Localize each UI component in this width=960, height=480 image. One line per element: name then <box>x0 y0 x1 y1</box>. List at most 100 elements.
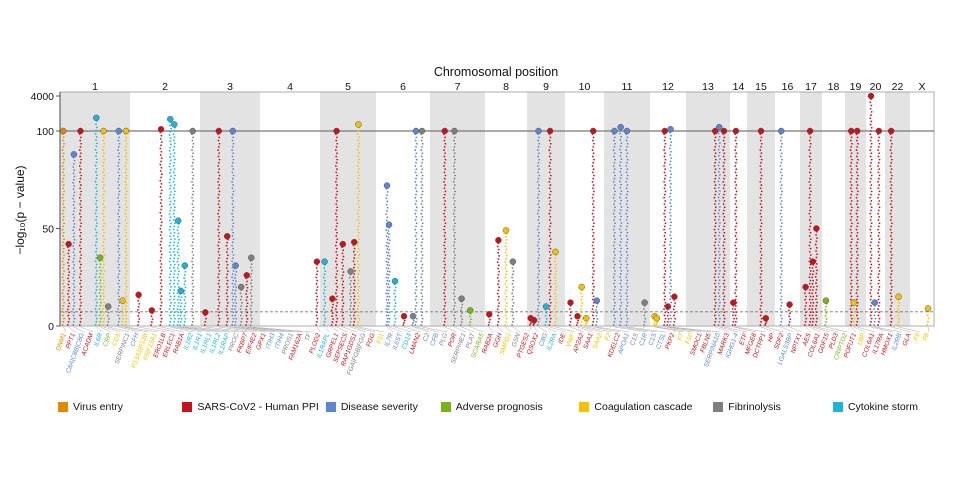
snp-point <box>217 196 220 199</box>
snp-point <box>335 305 338 307</box>
snp-point <box>870 126 873 129</box>
snp-point <box>101 180 104 183</box>
snp-point <box>117 273 120 276</box>
snp-point <box>856 311 859 314</box>
snp-point <box>723 254 726 256</box>
snp-point <box>553 276 556 279</box>
snp-point <box>421 289 423 291</box>
snp-point <box>619 202 622 205</box>
snp-point <box>626 142 629 145</box>
snp-point <box>890 241 893 244</box>
snp-point <box>117 209 120 212</box>
snp-point <box>889 139 892 142</box>
chromosome-label: 18 <box>828 81 840 93</box>
snp-point <box>95 136 98 138</box>
snp-point <box>225 282 228 285</box>
snp-point <box>592 263 595 266</box>
snp-point <box>855 228 858 231</box>
snp-point <box>855 165 858 167</box>
snp-point <box>117 266 120 269</box>
snp-point <box>72 178 75 181</box>
snp-point <box>217 241 220 244</box>
snp-point <box>612 308 615 310</box>
lead-snp-marker <box>122 127 130 135</box>
snp-point <box>613 203 615 206</box>
lead-snp-marker <box>383 182 391 189</box>
snp-point <box>357 320 360 323</box>
snp-point <box>596 318 599 320</box>
snp-point <box>168 181 171 184</box>
snp-point <box>245 299 248 302</box>
label-connector <box>421 326 448 333</box>
snp-point <box>554 305 557 307</box>
snp-point <box>537 298 540 301</box>
snp-point <box>137 324 139 326</box>
snp-point <box>779 298 782 301</box>
snp-point <box>667 311 670 314</box>
snp-point <box>231 282 234 285</box>
snp-point <box>168 276 171 279</box>
snp-point <box>443 308 445 310</box>
snp-point <box>217 139 220 142</box>
snp-point <box>79 200 82 202</box>
snp-point <box>577 319 580 322</box>
snp-point <box>160 192 162 195</box>
snp-point <box>117 305 120 307</box>
legend-item: Coagulation cascade <box>579 401 713 413</box>
snp-point <box>644 311 646 314</box>
snp-point <box>673 311 676 314</box>
snp-point <box>78 308 81 310</box>
snp-point <box>217 219 220 221</box>
snp-point <box>869 107 872 110</box>
snp-point <box>809 289 811 291</box>
snp-point <box>890 305 893 307</box>
snp-point <box>95 282 97 285</box>
snp-point <box>452 260 455 263</box>
snp-point <box>855 212 858 215</box>
snp-point <box>663 241 666 244</box>
snp-point <box>626 215 629 218</box>
snp-point <box>789 312 791 315</box>
snp-point <box>117 250 120 253</box>
snp-point <box>613 200 616 202</box>
snp-point <box>73 159 76 162</box>
snp-point <box>735 136 738 139</box>
snp-point <box>118 295 121 298</box>
snp-point <box>414 171 417 174</box>
snp-point <box>626 193 628 196</box>
snp-point <box>723 270 726 272</box>
snp-point <box>173 311 176 314</box>
chromosome-label: 3 <box>227 81 233 93</box>
lead-snp-marker <box>887 127 895 135</box>
snp-point <box>808 180 811 183</box>
snp-point <box>453 155 455 158</box>
snp-point <box>118 254 121 256</box>
snp-point <box>420 139 423 142</box>
snp-point <box>554 295 557 298</box>
lead-snp-marker <box>215 127 223 135</box>
gene-label: HP <box>767 332 777 344</box>
snp-point <box>668 227 671 230</box>
lead-snp-marker <box>355 121 362 128</box>
label-connector <box>108 326 130 333</box>
snp-point <box>722 171 725 174</box>
snp-point <box>178 238 180 241</box>
snp-point <box>62 305 65 307</box>
snp-point <box>102 289 105 291</box>
snp-point <box>172 260 175 263</box>
snp-point <box>62 171 64 174</box>
snp-point <box>537 266 540 269</box>
snp-point <box>849 244 852 247</box>
snp-point <box>79 225 82 228</box>
snp-point <box>717 282 720 285</box>
snp-point <box>124 324 127 326</box>
lead-snp-marker <box>667 126 674 133</box>
snp-point <box>779 308 782 310</box>
snp-point <box>849 324 852 326</box>
snp-point <box>99 304 102 307</box>
snp-point <box>217 257 220 260</box>
snp-point <box>625 180 628 183</box>
snp-point <box>415 142 418 145</box>
snp-point <box>78 260 81 263</box>
legend-item: SARS-CoV2 - Human PPI <box>182 401 325 413</box>
